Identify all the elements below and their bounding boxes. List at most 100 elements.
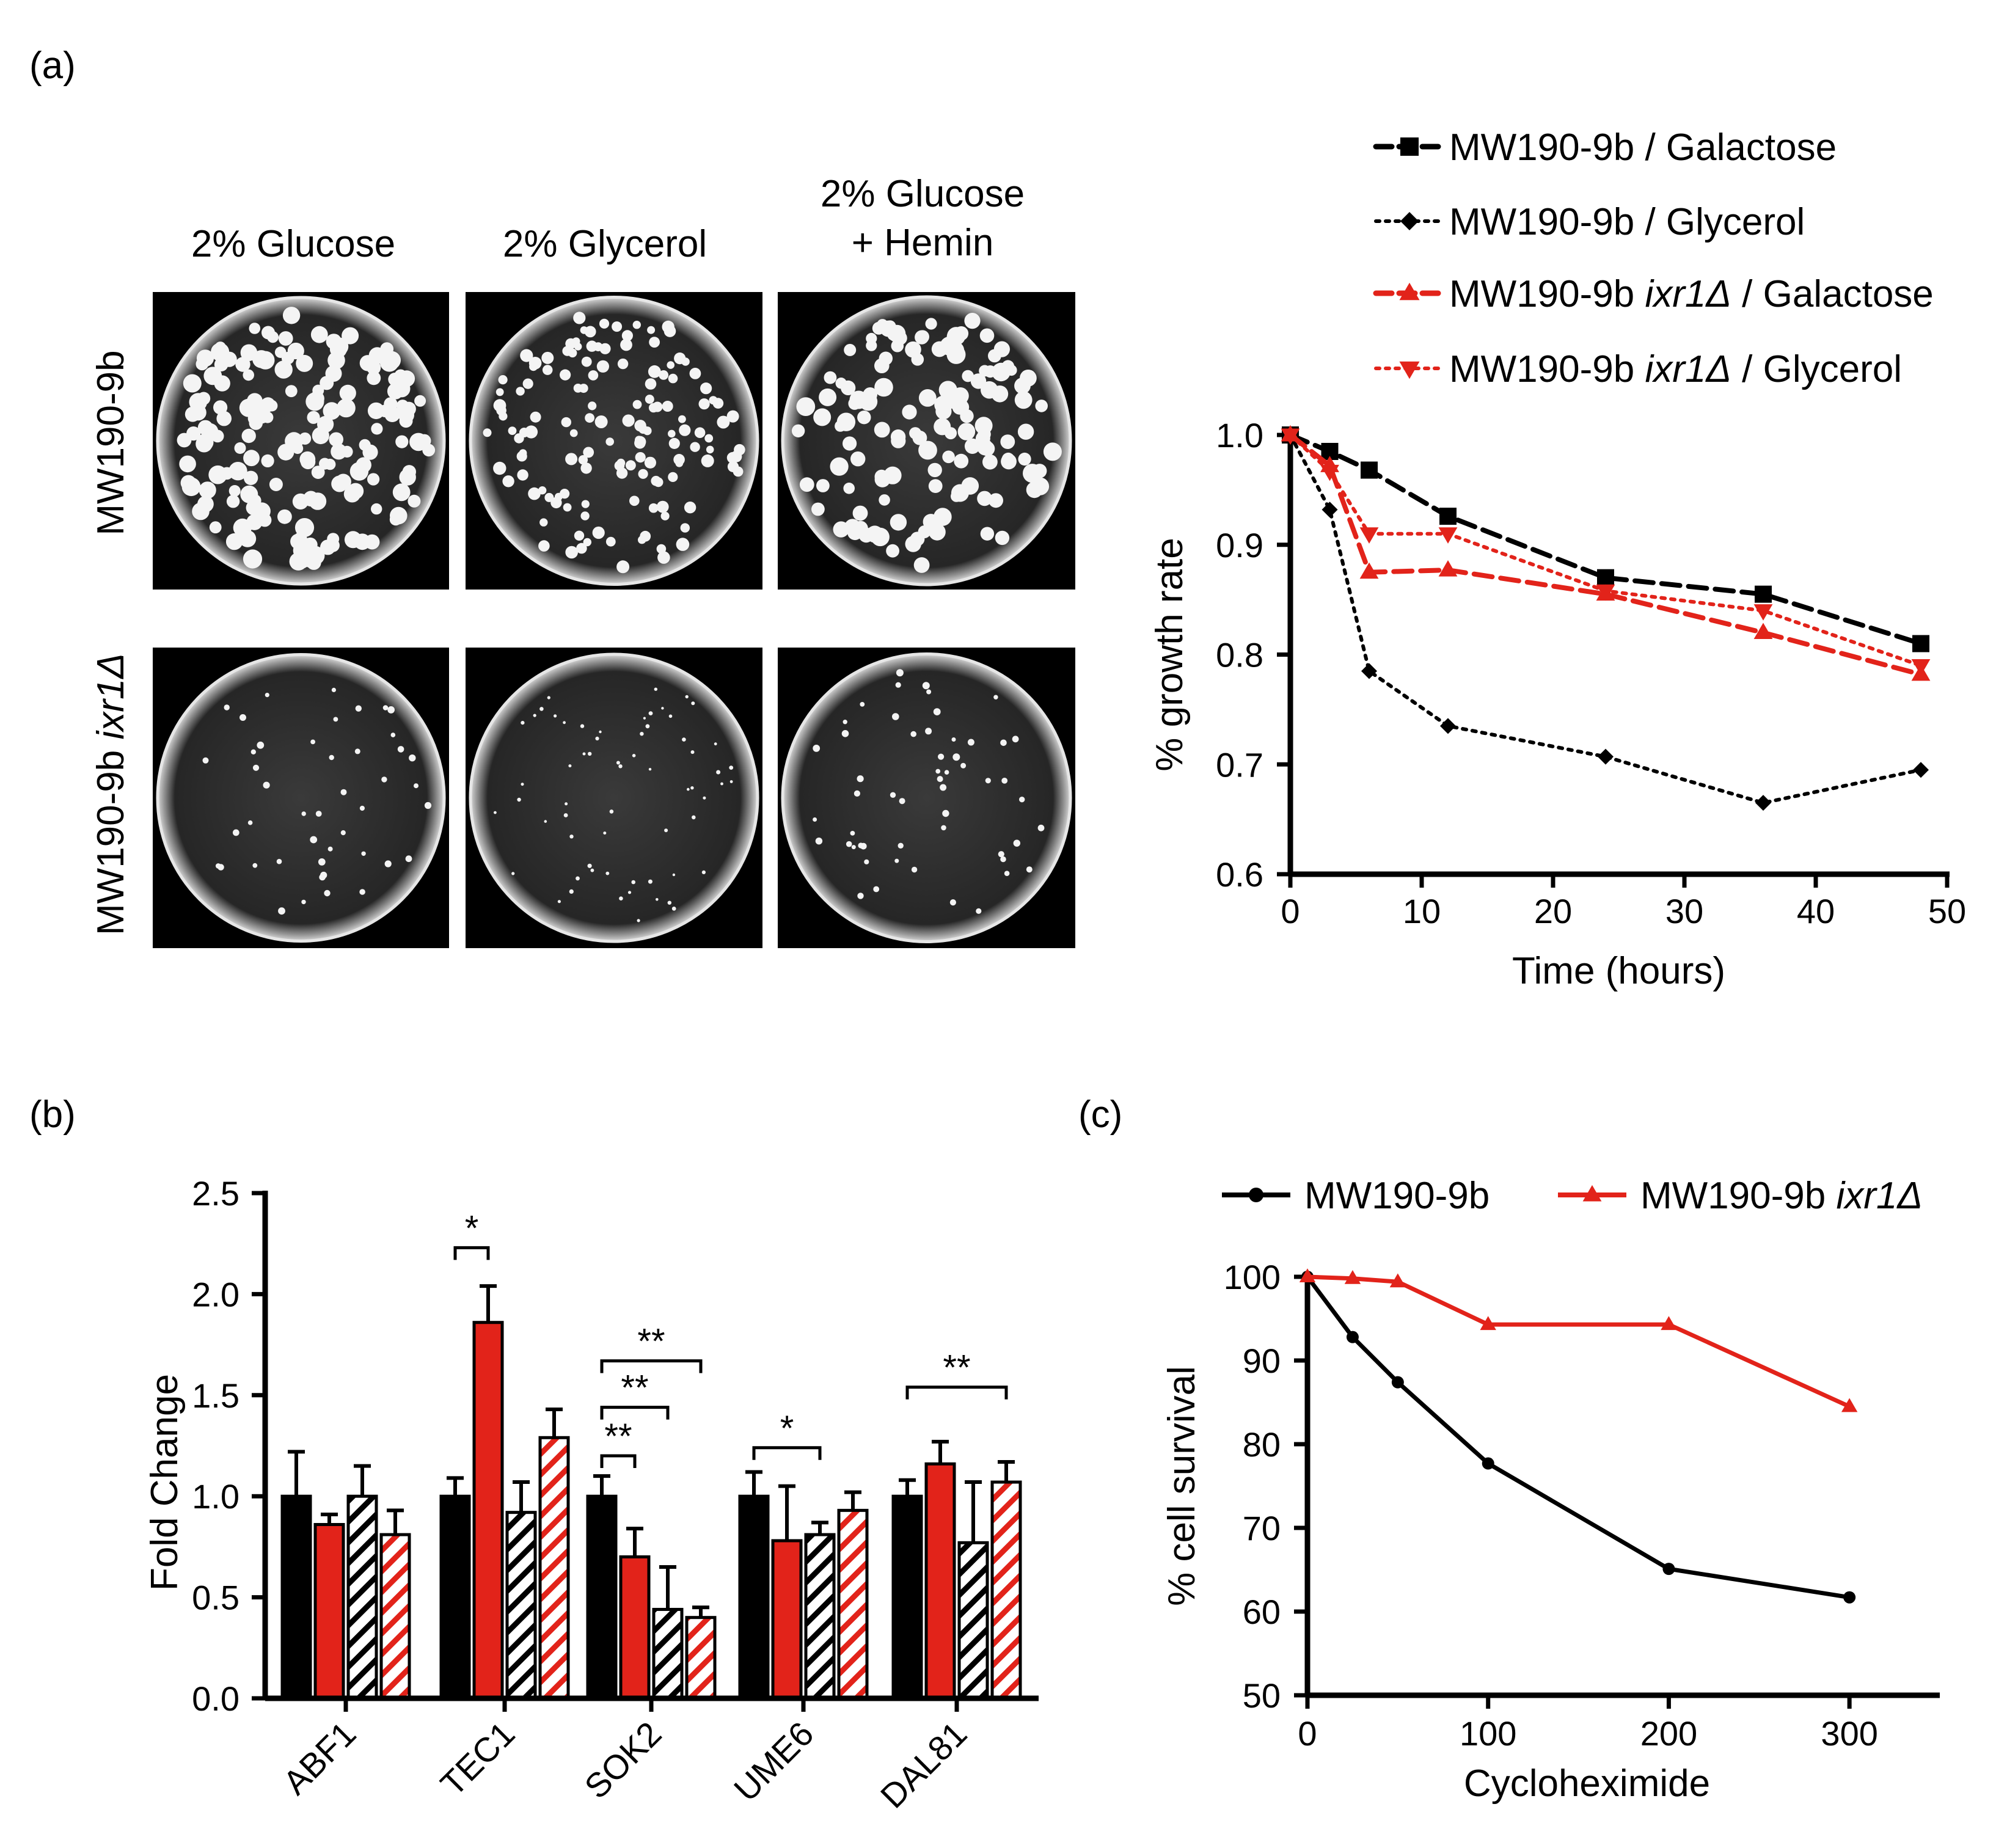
colony — [796, 397, 816, 416]
panel-label-a: (a) — [29, 45, 76, 87]
colony — [989, 493, 1003, 508]
colony — [185, 406, 200, 422]
colony — [866, 340, 877, 351]
x-tick-label: UME6 — [726, 1714, 821, 1809]
data-point-1-2 — [1389, 1273, 1406, 1288]
colony — [179, 455, 196, 473]
colony — [542, 365, 553, 375]
colony — [619, 896, 623, 900]
bar-DAL81-2 — [957, 1541, 989, 1700]
colony — [583, 538, 591, 547]
colony — [976, 908, 982, 914]
colony — [891, 433, 906, 448]
colony — [982, 454, 998, 470]
colony — [714, 742, 717, 746]
y-tick-label: 2.5 — [192, 1174, 239, 1213]
colony — [384, 860, 392, 867]
colony — [422, 444, 436, 457]
colony — [588, 401, 597, 411]
colony — [1013, 839, 1021, 847]
x-tick-label: 0 — [1298, 1714, 1317, 1753]
colony — [890, 514, 907, 531]
colony — [811, 502, 825, 516]
colony — [925, 318, 937, 330]
colony — [858, 527, 874, 543]
colony — [668, 472, 678, 483]
bar-ABF1-3 — [379, 1533, 411, 1700]
data-point-0-1 — [1346, 1331, 1359, 1343]
colony — [977, 439, 993, 456]
y-axis-title: % growth rate — [1149, 538, 1191, 772]
colony — [327, 846, 333, 852]
colony — [609, 809, 614, 814]
colony — [909, 427, 922, 440]
y-tick-label: 1.5 — [192, 1376, 239, 1415]
colony — [508, 426, 517, 435]
colony — [938, 381, 957, 400]
data-point-3-3 — [1438, 527, 1458, 544]
colony — [563, 721, 566, 725]
colony — [979, 365, 991, 377]
colony — [690, 786, 694, 790]
colony — [799, 477, 814, 492]
colony — [294, 518, 315, 538]
colony — [679, 424, 691, 436]
data-point-3-0 — [1281, 428, 1300, 445]
colony — [830, 457, 849, 476]
colony — [720, 782, 723, 786]
colony — [649, 337, 660, 348]
colony — [554, 492, 563, 501]
colony — [529, 362, 538, 371]
data-point-1-3 — [1440, 718, 1456, 734]
y-tick-label: 0.7 — [1216, 745, 1263, 784]
colony — [533, 714, 536, 717]
data-point-1-2 — [1361, 663, 1377, 679]
colony — [289, 552, 308, 571]
colony — [645, 378, 657, 390]
colony — [977, 491, 992, 506]
bar-UME6-1 — [771, 1539, 803, 1700]
colony — [647, 326, 656, 334]
colony — [367, 473, 380, 486]
colony — [895, 682, 901, 688]
colony — [1012, 736, 1019, 743]
bar-TEC1-0 — [439, 1494, 471, 1700]
colony — [562, 346, 572, 356]
data-point-0-2 — [1391, 1376, 1404, 1389]
colony — [329, 754, 334, 761]
data-point-0-4 — [1597, 569, 1614, 586]
colony — [257, 741, 265, 749]
colony — [701, 870, 706, 874]
colony — [667, 361, 674, 369]
colony — [816, 479, 830, 492]
colony — [371, 423, 383, 435]
x-tick-label: 100 — [1460, 1714, 1516, 1753]
colony — [196, 435, 213, 453]
y-tick-label: 100 — [1224, 1258, 1281, 1296]
significance-bracket — [600, 1359, 703, 1373]
y-tick-label: 0.8 — [1216, 636, 1263, 674]
colony — [940, 784, 947, 791]
colony — [616, 560, 630, 574]
colony — [626, 460, 636, 471]
colony — [278, 331, 293, 346]
colony — [1014, 391, 1033, 409]
colony — [390, 732, 396, 737]
colony — [729, 765, 734, 770]
significance-bracket — [453, 1246, 490, 1260]
colony — [645, 456, 654, 465]
colony — [325, 365, 342, 382]
colony — [640, 732, 644, 736]
colony — [521, 783, 524, 786]
significance-bracket — [905, 1386, 1008, 1400]
colony — [1018, 452, 1031, 466]
colony — [979, 328, 995, 343]
data-point-3-4 — [1596, 584, 1615, 601]
x-tick-label: 20 — [1534, 892, 1572, 930]
colony — [261, 326, 275, 340]
colony — [678, 415, 686, 423]
colony — [594, 415, 608, 428]
colony — [616, 761, 620, 765]
colony — [1019, 797, 1025, 803]
bar-SOK2-1 — [619, 1555, 651, 1700]
